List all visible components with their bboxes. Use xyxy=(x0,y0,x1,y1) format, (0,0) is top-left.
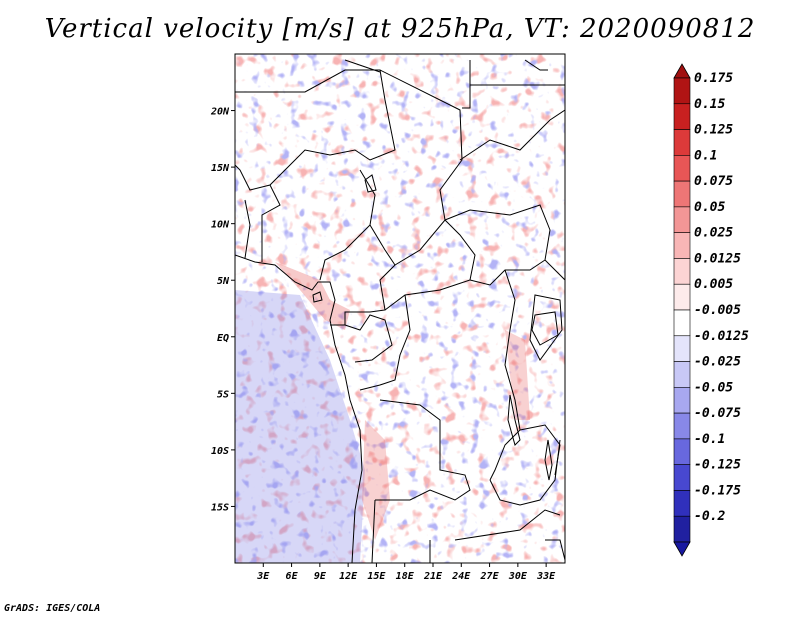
lat-tick-label: EQ xyxy=(217,333,229,344)
colorbar-swatch xyxy=(673,361,691,388)
lon-tick-label: 12E xyxy=(339,571,358,582)
border-libya-sudan xyxy=(462,60,471,109)
border-zambia-malawi xyxy=(489,439,561,506)
lake-victoria xyxy=(531,311,559,346)
bioko-island xyxy=(312,291,323,303)
border-ghana xyxy=(244,199,251,259)
coastal-ascent-region-south xyxy=(362,420,390,540)
border-south-sudan xyxy=(444,204,551,286)
colorbar-swatch xyxy=(673,283,691,311)
colorbar-label: 0.005 xyxy=(694,277,733,292)
colorbar-label: 0.025 xyxy=(694,226,733,241)
colorbar-label: -0.0125 xyxy=(694,329,749,344)
lon-tick-label: 24E xyxy=(451,571,471,582)
border-mozambique xyxy=(545,539,565,561)
border-chad-sudan xyxy=(459,109,565,161)
colorbar-label: 0.075 xyxy=(694,174,733,189)
country-borders xyxy=(235,59,565,563)
longitude-ticks: 3E 6E 9E 12E 15E 18E 21E 24E 27E 30E 33E xyxy=(256,563,556,582)
lat-tick-label: 5N xyxy=(217,276,230,287)
lon-tick-label: 30E xyxy=(508,571,528,582)
colorbar-label: -0.05 xyxy=(694,380,733,395)
lon-tick-label: 33E xyxy=(536,571,556,582)
lon-tick-label: 21E xyxy=(423,571,443,582)
lat-tick-label: 10N xyxy=(211,220,230,231)
colorbar-swatch xyxy=(673,335,691,362)
map-title: Vertical velocity [m/s] at 925hPa, VT: 2… xyxy=(44,14,756,44)
border-benin-togo xyxy=(261,184,281,262)
colorbar-label: -0.1 xyxy=(694,432,725,447)
colorbar-label: 0.15 xyxy=(694,97,725,112)
lon-tick-label: 18E xyxy=(396,571,415,582)
colorbar-bottom-triangle xyxy=(673,541,691,557)
colorbar-swatch xyxy=(673,232,691,259)
map-frame xyxy=(234,53,566,564)
colorbar-swatch xyxy=(673,258,691,285)
colorbar-label: -0.075 xyxy=(694,406,741,421)
colorbar-label: -0.125 xyxy=(694,458,741,473)
colorbar-swatch xyxy=(673,464,691,491)
colorbar-swatch xyxy=(673,438,691,465)
border-drc-east xyxy=(489,269,521,481)
border-sahel-north xyxy=(235,69,463,221)
rift-ascent-region xyxy=(505,330,530,420)
border-niger-mali xyxy=(235,69,396,191)
lon-tick-label: 3E xyxy=(256,571,270,582)
lake-tanganyika xyxy=(507,394,521,446)
border-car xyxy=(384,219,476,311)
colorbar-swatch xyxy=(673,387,691,414)
border-tanzania xyxy=(519,424,561,476)
ocean-sinking-region xyxy=(235,290,365,563)
border-red-sea xyxy=(524,59,548,71)
colorbar-swatch xyxy=(673,412,691,440)
colorbar-label: 0.05 xyxy=(694,200,725,215)
colorbar-top-triangle xyxy=(673,63,691,79)
colorbar-label: 0.125 xyxy=(694,123,733,138)
latitude-ticks: 20N 15N 10N 5N EQ 5S 10S 15S xyxy=(210,107,235,513)
border-algeria xyxy=(344,59,381,73)
colorbar-label: 0.0125 xyxy=(694,251,741,266)
colorbar-label: 0.1 xyxy=(694,148,717,163)
colorbar-swatch xyxy=(673,103,691,130)
lat-tick-label: 15S xyxy=(211,502,229,513)
colorbar-swatch xyxy=(673,490,691,517)
atlantic-coastline xyxy=(235,254,363,563)
colorbar-swatch xyxy=(673,129,691,156)
lat-tick-label: 10S xyxy=(211,446,229,457)
lon-tick-label: 6E xyxy=(286,571,299,582)
border-gabon xyxy=(344,314,393,363)
colorbar: 0.175 0.15 0.125 0.1 0.075 0.05 0.025 0.0125 0.0… xyxy=(673,63,749,557)
colorbar-label: 0.175 xyxy=(694,71,733,86)
border-nigeria xyxy=(319,169,376,281)
lon-tick-label: 15E xyxy=(367,571,386,582)
lakes xyxy=(312,174,559,481)
lat-tick-label: 15N xyxy=(211,163,230,174)
lat-tick-label: 20N xyxy=(210,107,230,118)
border-angola xyxy=(375,399,471,501)
border-ethiopia xyxy=(544,259,565,281)
colorbar-swatch xyxy=(673,206,691,233)
colorbar-swatch xyxy=(673,515,691,543)
lake-chad xyxy=(364,174,377,193)
lat-tick-label: 5S xyxy=(217,389,229,400)
lon-tick-label: 27E xyxy=(480,571,500,582)
border-uganda-kenya xyxy=(529,294,563,361)
colorbar-label: -0.2 xyxy=(694,509,725,524)
lake-malawi xyxy=(544,439,553,481)
colorbar-label: -0.175 xyxy=(694,483,741,498)
colorbar-swatch xyxy=(673,309,691,337)
colorbar-swatch xyxy=(673,180,691,208)
border-congo xyxy=(359,294,411,391)
map-panel: 20N 15N 10N 5N EQ 5S 10S 15S 3E 6E 9E 12E 15E 18E 21E… xyxy=(210,53,566,582)
border-zimbabwe xyxy=(454,509,561,541)
grads-credit: GrADS: IGES/COLA xyxy=(4,603,101,614)
border-namibia xyxy=(371,499,376,563)
colorbar-swatch xyxy=(673,155,691,182)
lon-tick-label: 9E xyxy=(314,571,327,582)
colorbar-swatch xyxy=(673,77,691,105)
colorbar-label: -0.005 xyxy=(694,303,741,318)
colorbar-label: -0.025 xyxy=(694,355,741,370)
velocity-field xyxy=(235,54,565,563)
